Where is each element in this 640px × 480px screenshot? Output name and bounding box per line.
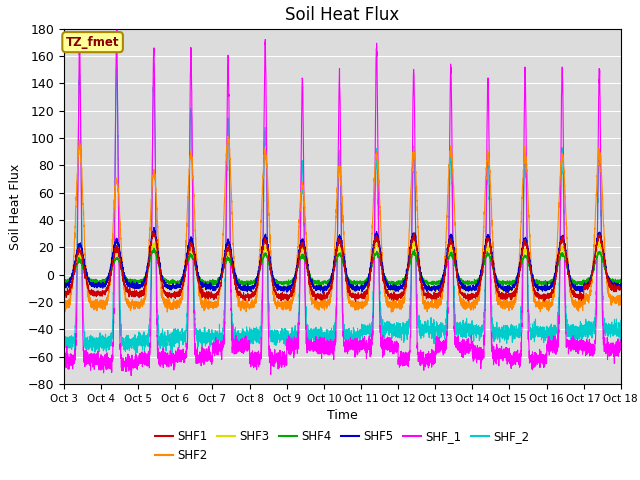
SHF1 — [616, 287, 624, 292]
Line: SHF_1: SHF_1 — [64, 25, 621, 375]
SHF1 — [322, 295, 330, 300]
SHF_1 — [468, 333, 476, 338]
SHF3 — [617, 284, 625, 289]
SHF1 — [617, 287, 625, 292]
SHF5 — [319, 290, 327, 296]
SHF_2 — [468, 334, 476, 340]
Line: SHF_2: SHF_2 — [64, 66, 621, 354]
SHF_1 — [616, 340, 624, 346]
SHF5 — [436, 281, 444, 287]
SHF_2 — [60, 335, 68, 341]
SHF_2 — [436, 327, 444, 333]
SHF1 — [352, 299, 360, 304]
Line: SHF3: SHF3 — [64, 241, 621, 292]
SHF1 — [161, 290, 168, 296]
Line: SHF4: SHF4 — [64, 248, 621, 286]
SHF1 — [499, 295, 507, 301]
SHF4 — [161, 276, 168, 282]
SHF2 — [160, 299, 168, 304]
X-axis label: Time: Time — [327, 409, 358, 422]
SHF5 — [150, 225, 158, 230]
SHF4 — [617, 278, 625, 284]
SHF3 — [499, 284, 507, 289]
SHF_2 — [322, 333, 330, 339]
Line: SHF1: SHF1 — [64, 231, 621, 301]
SHF1 — [149, 228, 157, 234]
Legend: SHF1, SHF2, SHF3, SHF4, SHF5, SHF_1, SHF_2: SHF1, SHF2, SHF3, SHF4, SHF5, SHF_1, SHF… — [150, 426, 534, 467]
SHF1 — [436, 288, 444, 294]
SHF5 — [499, 285, 507, 291]
SHF4 — [150, 245, 157, 251]
SHF2 — [60, 301, 68, 307]
SHF3 — [160, 279, 168, 285]
SHF_1 — [322, 340, 330, 346]
SHF2 — [499, 300, 507, 305]
SHF4 — [499, 278, 507, 284]
SHF1 — [468, 290, 476, 296]
SHF2 — [387, 309, 395, 315]
SHF2 — [617, 301, 625, 307]
SHF_2 — [617, 317, 625, 323]
SHF3 — [281, 289, 289, 295]
SHF_1 — [127, 372, 135, 378]
SHF_1 — [60, 358, 68, 363]
SHF_1 — [436, 339, 444, 345]
SHF3 — [60, 283, 68, 289]
SHF2 — [436, 300, 444, 306]
SHF4 — [616, 280, 624, 286]
SHF4 — [60, 278, 68, 284]
SHF_1 — [499, 349, 507, 355]
SHF3 — [468, 285, 476, 291]
Line: SHF5: SHF5 — [64, 228, 621, 293]
SHF_2 — [168, 351, 176, 357]
SHF5 — [468, 286, 476, 292]
SHF_2 — [161, 336, 168, 342]
SHF5 — [616, 283, 624, 288]
SHF3 — [616, 281, 624, 287]
SHF2 — [468, 301, 476, 307]
SHF_2 — [113, 63, 120, 69]
SHF4 — [322, 280, 330, 286]
SHF_1 — [617, 337, 625, 343]
SHF2 — [224, 133, 232, 139]
SHF2 — [616, 301, 624, 307]
Y-axis label: Soil Heat Flux: Soil Heat Flux — [9, 163, 22, 250]
SHF_2 — [499, 334, 507, 339]
SHF3 — [322, 285, 330, 290]
SHF_1 — [161, 360, 168, 366]
SHF2 — [322, 303, 330, 309]
SHF5 — [322, 283, 330, 289]
SHF5 — [60, 285, 68, 290]
SHF3 — [410, 239, 418, 244]
SHF4 — [436, 279, 444, 285]
SHF4 — [467, 279, 475, 285]
SHF_1 — [113, 23, 121, 28]
Line: SHF2: SHF2 — [64, 136, 621, 312]
SHF5 — [617, 283, 625, 288]
SHF5 — [161, 279, 168, 285]
SHF1 — [60, 289, 68, 295]
SHF3 — [436, 284, 444, 289]
Text: TZ_fmet: TZ_fmet — [66, 36, 119, 48]
SHF_2 — [616, 339, 624, 345]
SHF4 — [499, 283, 506, 289]
Title: Soil Heat Flux: Soil Heat Flux — [285, 6, 399, 24]
